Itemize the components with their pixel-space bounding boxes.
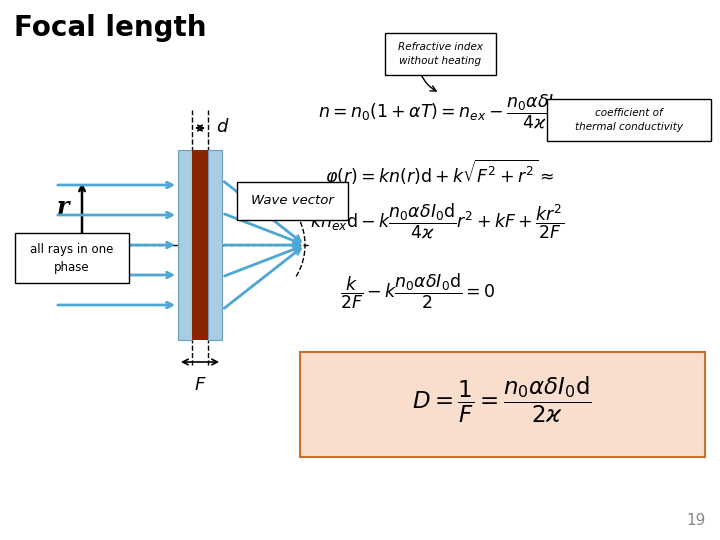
- Text: $\varphi(r) = kn(r)\mathrm{d} + k\sqrt{F^2 + r^2} \approx$: $\varphi(r) = kn(r)\mathrm{d} + k\sqrt{F…: [325, 158, 554, 189]
- FancyBboxPatch shape: [300, 352, 705, 457]
- FancyBboxPatch shape: [385, 33, 496, 75]
- Text: $D = \dfrac{1}{F} = \dfrac{n_0\alpha\delta I_0\mathrm{d}}{2\varkappa}$: $D = \dfrac{1}{F} = \dfrac{n_0\alpha\del…: [412, 375, 592, 425]
- Text: $\dfrac{k}{2F} - k\dfrac{n_0\alpha\delta I_0\mathrm{d}}{2} = 0$: $\dfrac{k}{2F} - k\dfrac{n_0\alpha\delta…: [340, 272, 495, 312]
- Text: Wave vector: Wave vector: [251, 194, 333, 207]
- Text: Refractive index
without heating: Refractive index without heating: [397, 43, 482, 65]
- Bar: [178, 150, 192, 340]
- Text: $F$: $F$: [194, 376, 207, 394]
- FancyBboxPatch shape: [547, 99, 711, 141]
- Text: all rays in one
phase: all rays in one phase: [30, 242, 114, 273]
- Text: $d$: $d$: [216, 118, 230, 136]
- FancyBboxPatch shape: [15, 233, 129, 283]
- Text: $kn_{ex}\mathrm{d} - k\dfrac{n_0\alpha\delta I_0\mathrm{d}}{4\varkappa}r^2 + kF : $kn_{ex}\mathrm{d} - k\dfrac{n_0\alpha\d…: [310, 202, 564, 242]
- Text: $n = n_0(1 + \alpha T) = n_{ex} - \dfrac{n_0\alpha\delta I_0}{4\varkappa}r^2$: $n = n_0(1 + \alpha T) = n_{ex} - \dfrac…: [318, 93, 580, 132]
- FancyBboxPatch shape: [237, 182, 348, 220]
- Bar: [208, 150, 222, 340]
- Bar: [192, 150, 208, 340]
- Text: Focal length: Focal length: [14, 14, 207, 42]
- Text: coefficient of
thermal conductivity: coefficient of thermal conductivity: [575, 109, 683, 132]
- Text: 19: 19: [687, 513, 706, 528]
- Text: $\bfit{r}$: $\bfit{r}$: [56, 195, 72, 219]
